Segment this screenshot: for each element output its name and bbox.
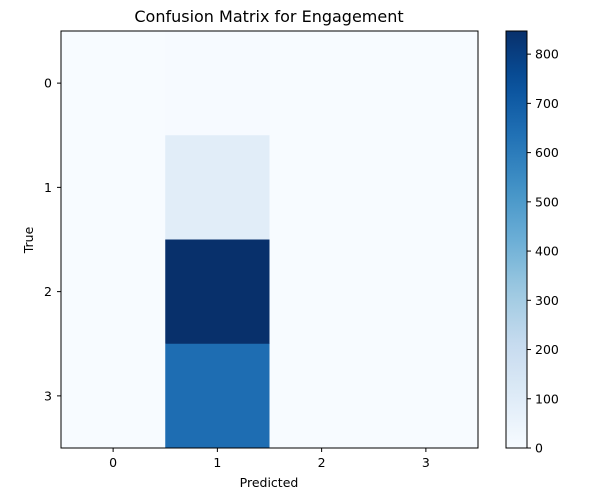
- heatmap-cells: [61, 31, 479, 449]
- colorbar-tick-label: 100: [535, 391, 559, 406]
- heatmap-cell-r1-c2: [269, 135, 375, 240]
- colorbar-tick-label: 0: [535, 441, 543, 456]
- plot-frame: [60, 30, 479, 449]
- colorbar-ticks: 0 100 200 300 400 500 600 700 800: [527, 47, 559, 456]
- heatmap-cell-r1-c3: [373, 135, 479, 240]
- heatmap-cell-r3-c1: [165, 343, 270, 449]
- heatmap-cell-r1-c0: [61, 135, 166, 240]
- colorbar-tick-label: 500: [535, 194, 559, 209]
- heatmap-cell-r2-c2: [269, 239, 375, 345]
- x-tick-label: 3: [422, 455, 430, 470]
- heatmap-cell-r2-c0: [61, 239, 166, 345]
- heatmap-cell-r2-c1: [165, 239, 270, 345]
- heatmap-cell-r3-c2: [269, 343, 375, 449]
- heatmap-cell-r0-c0: [61, 31, 166, 136]
- x-axis-label: Predicted: [240, 475, 299, 490]
- colorbar-tick-label: 400: [535, 244, 559, 259]
- x-tick-label: 1: [213, 455, 221, 470]
- heatmap-cell-r3-c3: [373, 343, 479, 449]
- y-tick-label: 2: [44, 284, 52, 299]
- colorbar: [505, 30, 528, 449]
- chart-title: Confusion Matrix for Engagement: [134, 7, 403, 26]
- x-tick-label: 2: [318, 455, 326, 470]
- colorbar-tick-label: 300: [535, 293, 559, 308]
- x-tick-label: 0: [109, 455, 117, 470]
- colorbar-tick-label: 600: [535, 145, 559, 160]
- y-axis-ticks: 0 1 2 3: [44, 76, 61, 403]
- heatmap-cell-r0-c1: [165, 31, 270, 136]
- y-tick-label: 1: [44, 180, 52, 195]
- y-tick-label: 3: [44, 388, 52, 403]
- y-tick-label: 0: [44, 76, 52, 91]
- y-axis-label: True: [21, 226, 36, 254]
- heatmap-cell-r3-c0: [61, 343, 166, 449]
- colorbar-tick-label: 800: [535, 47, 559, 62]
- heatmap-cell-r1-c1: [165, 135, 270, 240]
- colorbar-tick-label: 200: [535, 342, 559, 357]
- heatmap-cell-r0-c3: [373, 31, 479, 136]
- x-axis-ticks: 0 1 2 3: [109, 448, 430, 470]
- heatmap-cell-r2-c3: [373, 239, 479, 345]
- heatmap-cell-r0-c2: [269, 31, 375, 136]
- colorbar-tick-label: 700: [535, 96, 559, 111]
